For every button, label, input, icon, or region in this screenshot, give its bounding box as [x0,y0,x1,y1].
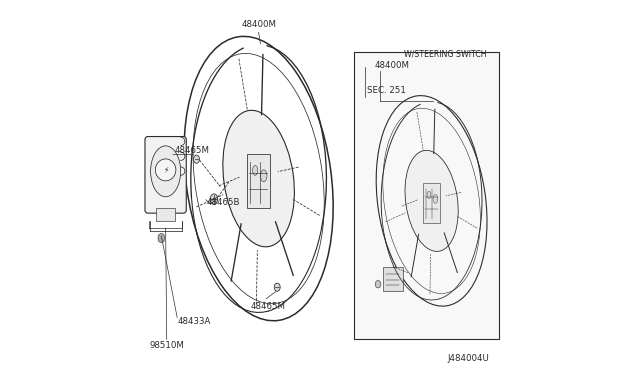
Text: 98510M: 98510M [149,341,184,350]
Ellipse shape [433,195,438,203]
Text: 48400M: 48400M [375,61,410,70]
Text: SEC. 251: SEC. 251 [367,86,406,94]
Ellipse shape [156,159,176,181]
Text: ⚡: ⚡ [163,166,168,174]
Bar [247,154,270,208]
Bar [423,183,440,223]
Ellipse shape [275,283,280,291]
Ellipse shape [405,150,458,251]
Ellipse shape [223,110,294,247]
Text: 48465M: 48465M [250,302,285,311]
FancyBboxPatch shape [145,137,186,213]
Ellipse shape [253,166,258,175]
Bar [156,208,175,221]
Ellipse shape [158,234,164,243]
Ellipse shape [211,194,218,204]
Text: 48433A: 48433A [178,317,211,326]
Bar [354,52,499,339]
Bar [383,267,403,291]
Text: 48400M: 48400M [241,20,276,29]
Text: 48465M: 48465M [174,146,209,155]
Ellipse shape [375,280,381,288]
Text: J484004U: J484004U [447,354,489,363]
Text: W/STEERING SWITCH: W/STEERING SWITCH [404,49,487,58]
Ellipse shape [150,146,180,197]
Ellipse shape [260,170,267,182]
Ellipse shape [427,191,431,199]
Ellipse shape [193,155,200,163]
Text: 48465B: 48465B [207,198,240,207]
